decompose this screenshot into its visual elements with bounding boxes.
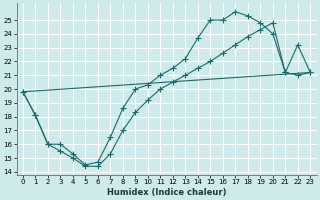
X-axis label: Humidex (Indice chaleur): Humidex (Indice chaleur) <box>107 188 226 197</box>
